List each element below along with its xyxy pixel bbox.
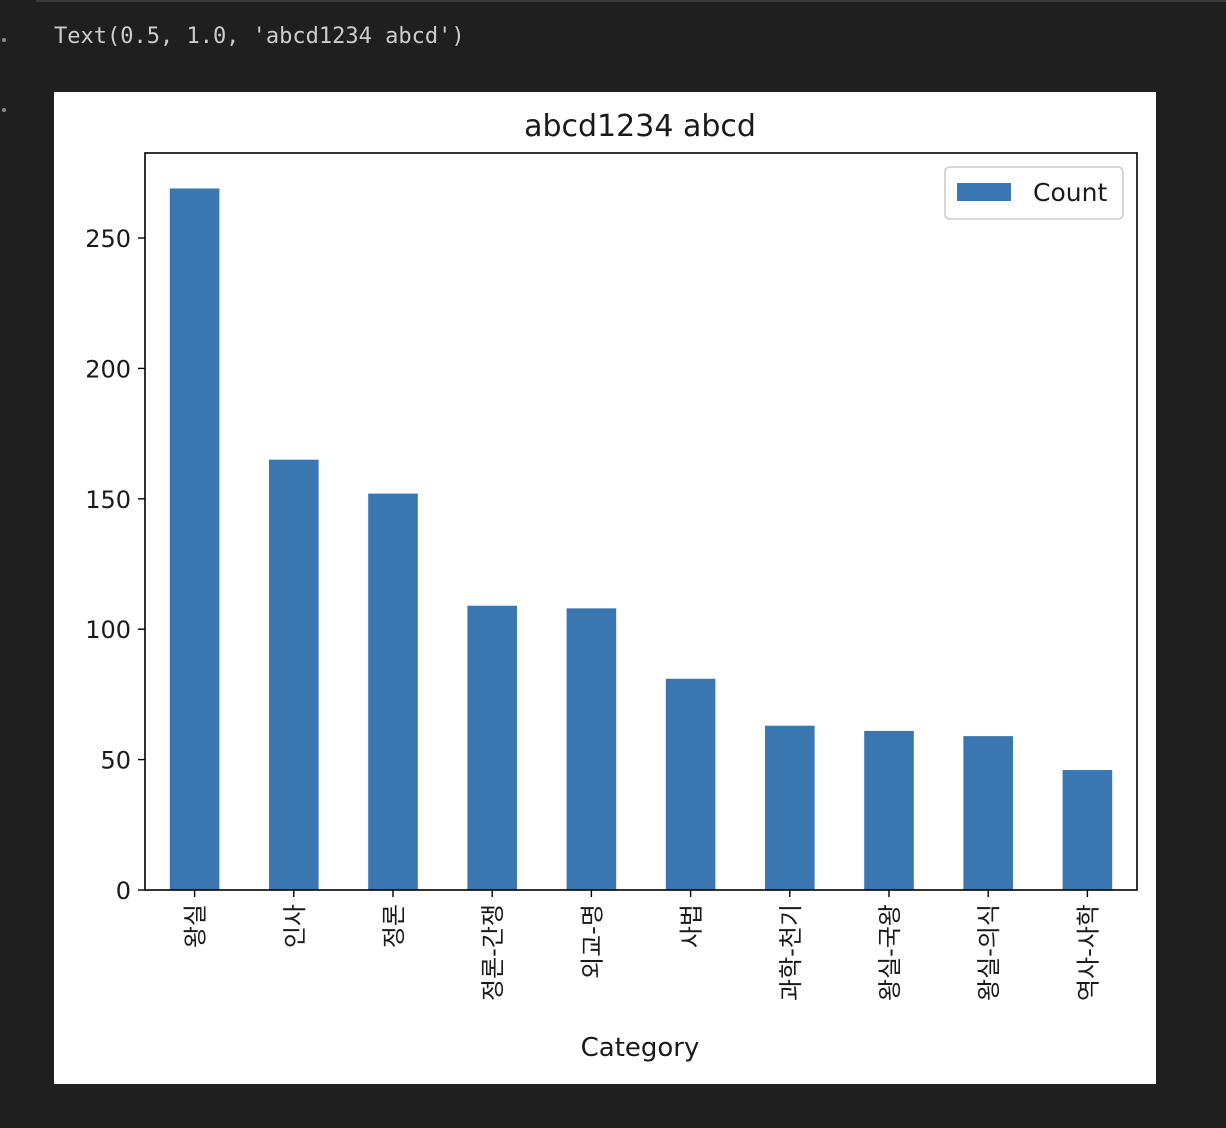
bar-chart: abcd1234 abcd 0 50 100 150 200 250 왕실 인사 정론 정론-간… (85, 109, 1138, 1063)
bar (665, 678, 716, 890)
x-tick-label: 정론-간쟁 (479, 904, 507, 1001)
x-tick-label: 왕실 (182, 904, 210, 948)
plot-frame (144, 152, 1138, 891)
cell-top-border (36, 0, 1226, 2)
legend-box (944, 166, 1124, 220)
x-tick-label: 과학-천기 (777, 904, 805, 1001)
bar (269, 459, 319, 890)
y-tick-label: 250 (85, 225, 131, 253)
cell-output-text: Text(0.5, 1.0, 'abcd1234 abcd') (54, 24, 465, 49)
bar (467, 605, 517, 890)
x-tick-label: 왕실-국왕 (876, 904, 904, 1001)
output-gutter-marker (2, 108, 6, 112)
chart-title: abcd1234 abcd (524, 109, 756, 144)
y-tick-label: 50 (100, 747, 131, 775)
bar (765, 725, 815, 890)
bar (864, 730, 914, 890)
legend-label: Count (1033, 178, 1107, 207)
x-axis-label: Category (581, 1033, 700, 1063)
y-tick-label: 200 (85, 355, 131, 383)
y-tick-label: 0 (116, 877, 131, 905)
legend: Count (944, 166, 1124, 220)
legend-swatch (957, 183, 1011, 201)
x-tick-label: 외교-명 (578, 904, 606, 979)
x-tick-label: 사법 (678, 904, 706, 948)
y-axis: 0 50 100 150 200 250 (85, 225, 145, 905)
output-gutter-marker (2, 38, 6, 42)
x-tick-label: 인사 (281, 904, 309, 948)
bars-group (169, 188, 1113, 891)
y-tick-label: 100 (85, 616, 131, 644)
bar (963, 736, 1013, 890)
chart-figure: abcd1234 abcd 0 50 100 150 200 250 왕실 인사 정론 정론-간… (54, 92, 1156, 1084)
bar (566, 608, 617, 890)
y-tick-label: 150 (85, 486, 131, 514)
x-tick-label: 역사-사학 (1074, 904, 1102, 1001)
x-tick-label: 왕실-의식 (975, 904, 1003, 1001)
x-axis: 왕실 인사 정론 정론-간쟁 외교-명 사법 과학-천기 왕실-국왕 왕실-의식 역사-사학 (182, 890, 1102, 1001)
x-tick-label: 정론 (380, 904, 408, 948)
bar (1062, 770, 1113, 890)
bar (368, 493, 418, 890)
bar (169, 188, 220, 891)
